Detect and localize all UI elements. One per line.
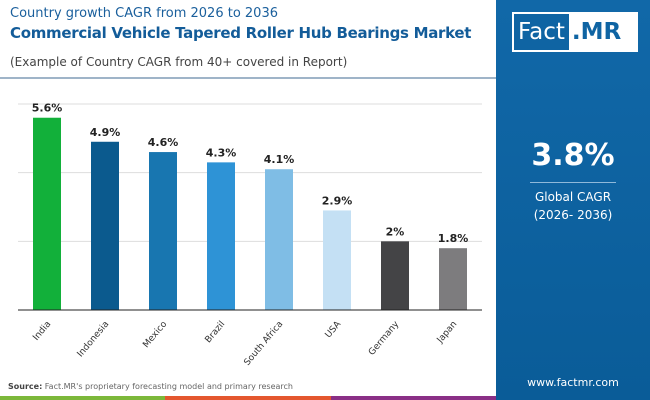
website-link[interactable]: www.factmr.com xyxy=(527,376,619,389)
stripe-orange xyxy=(165,396,331,400)
bar-germany xyxy=(381,241,409,310)
bar-usa xyxy=(323,210,351,310)
data-label: 4.3% xyxy=(206,146,237,159)
tick-label: India xyxy=(31,320,53,343)
global-divider xyxy=(530,182,616,183)
divider xyxy=(0,77,496,79)
source-label: Source: xyxy=(8,382,43,391)
bar-indonesia xyxy=(91,141,119,310)
chart-note: (Example of Country CAGR from 40+ covere… xyxy=(10,55,348,69)
source-text: Fact.MR's proprietary forecasting model … xyxy=(42,382,294,391)
bar-japan xyxy=(439,248,467,310)
data-label: 4.1% xyxy=(264,153,295,166)
bar-mexico xyxy=(149,152,177,310)
tick-label: Japan xyxy=(435,320,459,346)
global-cagr-label: Global CAGR (2026- 2036) xyxy=(496,188,650,224)
data-label: 4.9% xyxy=(90,126,121,139)
tick-label: Brazil xyxy=(203,320,227,346)
data-label: 1.8% xyxy=(438,232,469,245)
tick-label: South Africa xyxy=(242,320,285,368)
stripe-green xyxy=(0,396,165,400)
data-label: 2% xyxy=(386,225,405,238)
tick-label: Mexico xyxy=(141,319,169,350)
global-label-2: (2026- 2036) xyxy=(533,208,613,222)
data-label: 5.6% xyxy=(32,102,63,115)
logo-text-b: .MR xyxy=(568,14,636,50)
source-note: Source: Fact.MR's proprietary forecastin… xyxy=(8,382,293,391)
chart-title: Commercial Vehicle Tapered Roller Hub Be… xyxy=(10,24,472,42)
chart-subtitle: Country growth CAGR from 2026 to 2036 xyxy=(10,6,278,21)
data-label: 4.6% xyxy=(148,136,179,149)
tick-label: Indonesia xyxy=(76,320,112,360)
side-panel xyxy=(496,0,650,400)
stripe-purple xyxy=(331,396,496,400)
bar-south-africa xyxy=(265,169,293,310)
tick-label: USA xyxy=(324,319,344,340)
bar-india xyxy=(33,117,61,310)
bar-brazil xyxy=(207,162,235,310)
global-label-1: Global CAGR xyxy=(534,190,612,204)
logo-text-a: Fact xyxy=(514,14,569,50)
bar-chart: 5.6% India 4.9% Indonesia 4.6% Mexico 4.3% Braz… xyxy=(18,102,482,368)
factmr-logo: Fact .MR xyxy=(512,12,638,52)
tick-label: Germany xyxy=(367,319,402,358)
data-label: 2.9% xyxy=(322,194,353,207)
global-cagr-value: 3.8% xyxy=(531,138,615,173)
